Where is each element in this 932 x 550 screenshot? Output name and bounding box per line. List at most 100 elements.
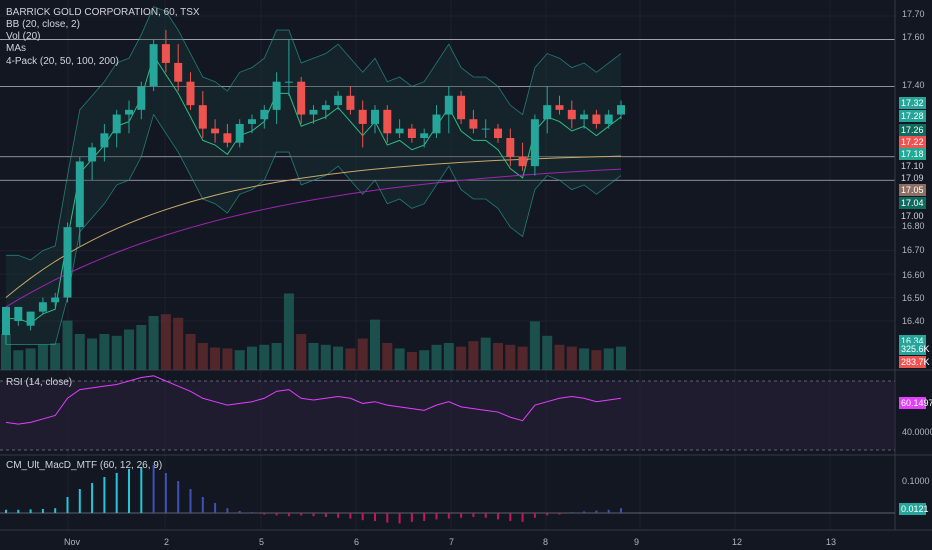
candle-body — [580, 114, 589, 120]
volume-bar — [148, 316, 159, 370]
candle-body — [248, 119, 256, 124]
volume-bar — [468, 341, 479, 370]
price-tag: 17.28 — [899, 110, 926, 122]
volume-bar — [579, 348, 590, 370]
candle-body — [198, 105, 207, 129]
macd-bar — [214, 503, 217, 513]
volume-bar — [542, 335, 553, 370]
candle-body — [604, 114, 613, 124]
time-tick: Nov — [64, 537, 81, 547]
candle-body — [284, 81, 293, 83]
volume-bar — [136, 325, 147, 370]
volume-bar — [185, 334, 196, 370]
candle-body — [432, 114, 441, 134]
macd-bar — [484, 513, 487, 518]
volume-bar — [50, 343, 61, 370]
time-tick: 6 — [354, 537, 360, 547]
candle-body — [346, 95, 355, 110]
volume-bar — [382, 343, 393, 370]
macd-bar — [324, 513, 327, 517]
price-tick: 16.40 — [902, 316, 925, 326]
bb-lower — [6, 113, 622, 345]
candle-body — [125, 109, 133, 115]
candle-body — [2, 306, 10, 336]
macd-bar — [583, 511, 586, 513]
price-tick: 17.70 — [902, 9, 925, 19]
volume-bar — [333, 346, 344, 370]
volume-bar — [505, 344, 516, 370]
volume-bar — [210, 347, 221, 370]
volume-bar — [173, 317, 184, 370]
candle-body — [506, 138, 515, 157]
macd-bar — [66, 497, 69, 513]
volume-bar — [222, 348, 233, 370]
candle-body — [211, 128, 220, 134]
candle-body — [186, 81, 195, 106]
legend-vol[interactable]: Vol (20) — [6, 31, 41, 42]
macd-bar — [558, 513, 561, 515]
volume-bar — [13, 350, 24, 370]
candle-body — [469, 119, 478, 129]
volume-bar — [308, 343, 319, 370]
volume-bar — [111, 335, 122, 370]
price-tick: 16.70 — [902, 245, 925, 255]
volume-bar — [357, 338, 368, 370]
volume-bar — [566, 346, 577, 370]
macd-bar — [177, 481, 180, 513]
candle-body — [358, 109, 367, 124]
macd-bar — [54, 508, 57, 513]
legend-macd[interactable]: CM_Ult_MacD_MTF (60, 12, 26, 9) — [6, 460, 163, 471]
volume-bar — [345, 348, 356, 370]
macd-bar — [263, 513, 266, 515]
volume-bar — [591, 350, 602, 370]
volume-bar — [443, 343, 454, 370]
price-tag: 17.32 — [899, 97, 926, 109]
macd-bar — [386, 513, 389, 523]
volume-bar — [247, 346, 257, 370]
legend-rsi[interactable]: RSI (14, close) — [6, 377, 73, 388]
macd-bar — [533, 513, 536, 518]
macd-tick: 0.1000 — [902, 476, 930, 486]
candle-body — [112, 114, 121, 134]
candle-body — [334, 95, 343, 106]
macd-bar — [472, 513, 475, 517]
macd-bar — [570, 512, 573, 513]
macd-bar — [128, 469, 130, 513]
candle-body — [161, 44, 170, 63]
macd-bar — [374, 513, 376, 521]
candle-body — [420, 133, 429, 138]
price-tag: 17.05 — [899, 184, 926, 196]
volume-bar — [197, 343, 208, 370]
candle-body — [174, 62, 183, 82]
price-tag: 17.09 — [899, 172, 926, 184]
candle-body — [223, 133, 232, 143]
volume-bar — [493, 343, 503, 370]
macd-bar — [41, 509, 44, 513]
volume-bar — [480, 337, 491, 370]
time-tick: 2 — [164, 537, 170, 547]
price-tick: 17.40 — [902, 80, 925, 90]
candle-body — [494, 128, 502, 138]
legend-mas[interactable]: MAs — [6, 43, 26, 54]
macd-bar — [410, 513, 413, 522]
price-tag: 17.00 — [899, 210, 926, 222]
volume-bar — [406, 352, 417, 370]
volume-bar — [1, 334, 11, 370]
candle-body — [321, 105, 330, 110]
macd-bar — [17, 509, 20, 513]
candle-body — [100, 133, 109, 148]
candle-body — [481, 128, 490, 130]
candle-body — [592, 114, 601, 124]
candle-body — [137, 86, 146, 110]
symbol-title[interactable]: BARRICK GOLD CORPORATION, 60, TSX — [6, 7, 200, 18]
macd-bar — [152, 465, 155, 513]
legend-4pack[interactable]: 4-Pack (20, 50, 100, 200) — [6, 56, 119, 67]
legend-bb[interactable]: BB (20, close, 2) — [6, 19, 80, 30]
macd-bar — [447, 513, 450, 519]
macd-bar — [201, 497, 204, 513]
volume-bar — [259, 344, 270, 370]
price-tag: 17.10 — [899, 160, 926, 172]
volume-bar — [160, 314, 171, 370]
